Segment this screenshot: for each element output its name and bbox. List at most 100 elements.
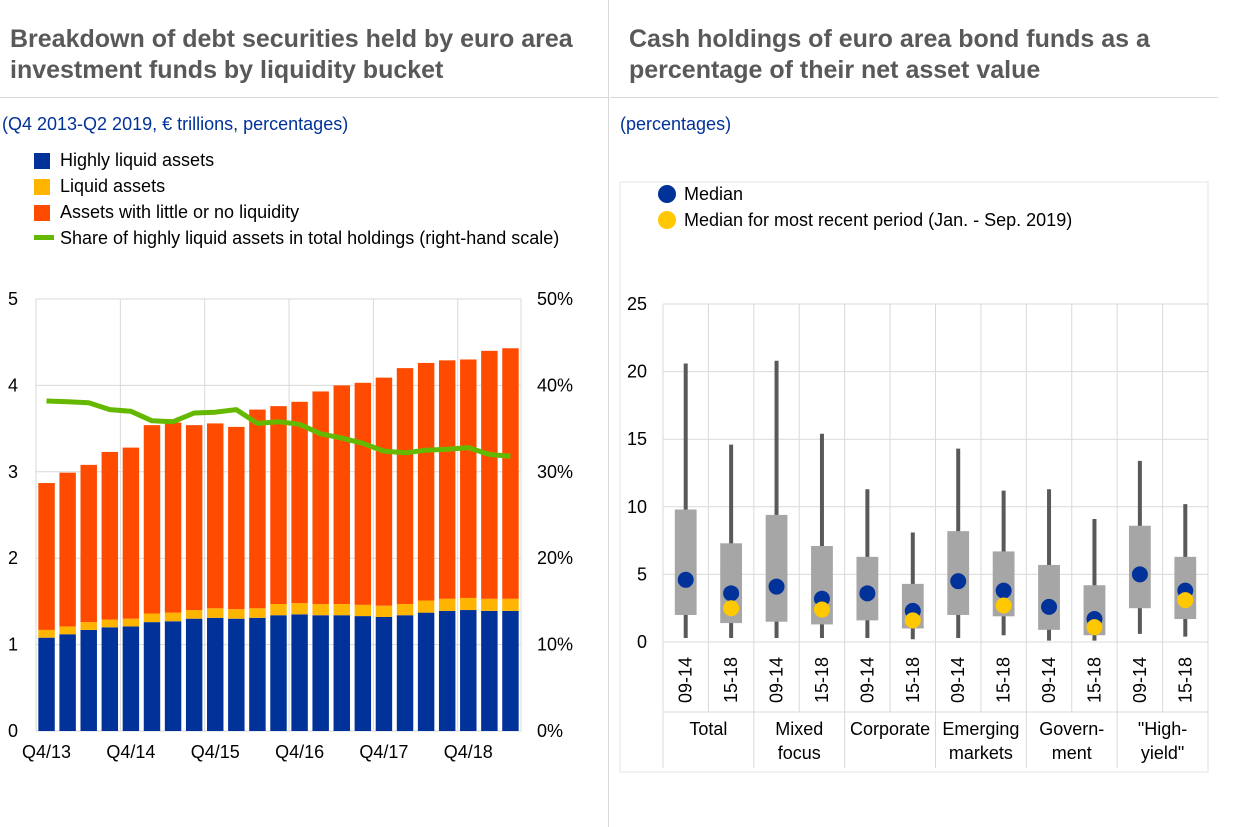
right-group-label: "High- — [1138, 719, 1187, 739]
left-bar-segment — [101, 627, 119, 731]
right-panel: Cash holdings of euro area bond funds as… — [610, 0, 1240, 827]
right-median-dot — [995, 582, 1012, 599]
left-bar-segment — [396, 603, 414, 616]
left-y2-tick-label: 30% — [537, 462, 573, 482]
left-legend-swatch — [34, 179, 50, 195]
left-title-rule — [0, 97, 608, 98]
left-y-tick-label: 1 — [8, 635, 18, 655]
left-bar-segment — [270, 406, 287, 604]
left-x-tick-label: Q4/15 — [191, 742, 240, 762]
right-y-tick-label: 15 — [627, 429, 647, 449]
right-period-label: 15-18 — [1175, 657, 1195, 703]
left-bar-segment — [122, 618, 140, 627]
left-bar-segment — [228, 426, 245, 610]
right-median-dot — [723, 585, 740, 602]
left-y-tick-label: 2 — [8, 548, 18, 568]
left-bar-segment — [249, 608, 266, 618]
left-bar-segment — [143, 425, 161, 614]
left-x-tick-label: Q4/17 — [359, 742, 408, 762]
right-legend-label: Median — [684, 184, 744, 204]
left-bar-segment — [502, 610, 519, 731]
right-period-label: 09-14 — [857, 657, 877, 703]
right-period-label: 09-14 — [676, 657, 696, 703]
left-y2-tick-label: 10% — [537, 635, 573, 655]
left-bar-segment — [249, 409, 266, 609]
left-bar-segment — [228, 618, 245, 731]
left-legend-swatch — [34, 153, 50, 169]
right-chart-subtitle: (percentages) — [620, 114, 732, 134]
left-bar-segment — [59, 634, 76, 731]
right-period-label: 15-18 — [721, 657, 741, 703]
left-bar-segment — [101, 451, 119, 620]
right-group-label: markets — [949, 743, 1013, 763]
left-chart-subtitle: (Q4 2013-Q2 2019, € trillions, percentag… — [2, 114, 349, 134]
right-recent-median-dot — [813, 601, 830, 618]
left-bar-segment — [396, 368, 414, 604]
right-period-label: 15-18 — [903, 657, 923, 703]
left-chart-title: Breakdown of debt securities held by eur… — [10, 25, 573, 84]
left-bar-segment — [38, 629, 55, 638]
left-bar-segment — [375, 377, 393, 606]
left-share-line — [46, 398, 511, 459]
left-bar-segment — [417, 362, 435, 601]
right-group-label: yield" — [1141, 743, 1184, 763]
left-y2-tick-label: 20% — [537, 548, 573, 568]
right-group-label: Total — [689, 719, 727, 739]
right-median-dot — [859, 585, 876, 602]
left-bar-segment — [502, 598, 519, 611]
right-group-label: ment — [1052, 743, 1092, 763]
left-bar-segment — [185, 610, 203, 619]
left-bar-segment — [354, 616, 372, 731]
left-bar-segment — [417, 600, 435, 613]
left-bar-segment — [101, 619, 119, 628]
left-bar-segment — [207, 423, 224, 609]
left-panel: Breakdown of debt securities held by eur… — [0, 0, 608, 827]
left-y-tick-label: 5 — [8, 289, 18, 309]
right-title-rule — [610, 97, 1218, 98]
left-legend-swatch — [34, 235, 54, 240]
left-x-tick-label: Q4/13 — [22, 742, 71, 762]
right-recent-median-dot — [904, 612, 921, 629]
left-bar-segment — [270, 615, 287, 731]
right-recent-median-dot — [1177, 592, 1194, 609]
left-bar-segment — [122, 626, 140, 731]
left-bar-segment — [417, 612, 435, 731]
left-x-tick-label: Q4/18 — [444, 742, 493, 762]
left-bar-segment — [80, 464, 97, 623]
left-bar-segment — [270, 603, 287, 616]
left-bar-segment — [460, 610, 477, 731]
right-recent-median-dot — [723, 600, 740, 617]
right-group-label: Mixed — [775, 719, 823, 739]
left-y-tick-label: 4 — [8, 375, 18, 395]
left-x-tick-label: Q4/14 — [106, 742, 155, 762]
left-bar-segment — [291, 401, 308, 604]
left-bar-segment — [312, 603, 329, 616]
left-bar-segment — [438, 610, 456, 731]
right-group-label: Govern- — [1039, 719, 1104, 739]
left-y2-tick-label: 40% — [537, 375, 573, 395]
left-bar-segment — [122, 447, 140, 619]
right-median-dot — [1041, 598, 1058, 615]
left-legend-label: Highly liquid assets — [60, 150, 215, 170]
left-bar-segment — [354, 604, 372, 617]
left-bar-segment — [438, 598, 456, 611]
left-bar-segment — [249, 617, 266, 731]
right-chart: 0 5 10 15 20 25 09-14 15-18 Total 09-14 15-18 Mixed… — [619, 181, 1209, 773]
left-bar-segment — [80, 629, 97, 731]
right-period-label: 09-14 — [1130, 657, 1150, 703]
left-bar-segment — [207, 608, 224, 618]
left-bar-segment — [38, 483, 55, 630]
left-legend-label: Assets with little or no liquidity — [60, 202, 300, 222]
right-chart-title: Cash holdings of euro area bond funds as… — [629, 25, 1150, 84]
right-median-dot — [768, 578, 785, 595]
right-recent-median-dot — [995, 597, 1012, 614]
right-median-dot — [950, 573, 967, 590]
left-bar-segment — [502, 348, 519, 599]
right-y-tick-label: 10 — [627, 497, 647, 517]
left-legend-item: Highly liquid assets — [34, 147, 574, 173]
left-bar-segment — [143, 613, 161, 623]
left-bar-segment — [481, 610, 498, 731]
left-bar-segment — [59, 472, 76, 627]
right-y-tick-label: 5 — [637, 564, 647, 584]
